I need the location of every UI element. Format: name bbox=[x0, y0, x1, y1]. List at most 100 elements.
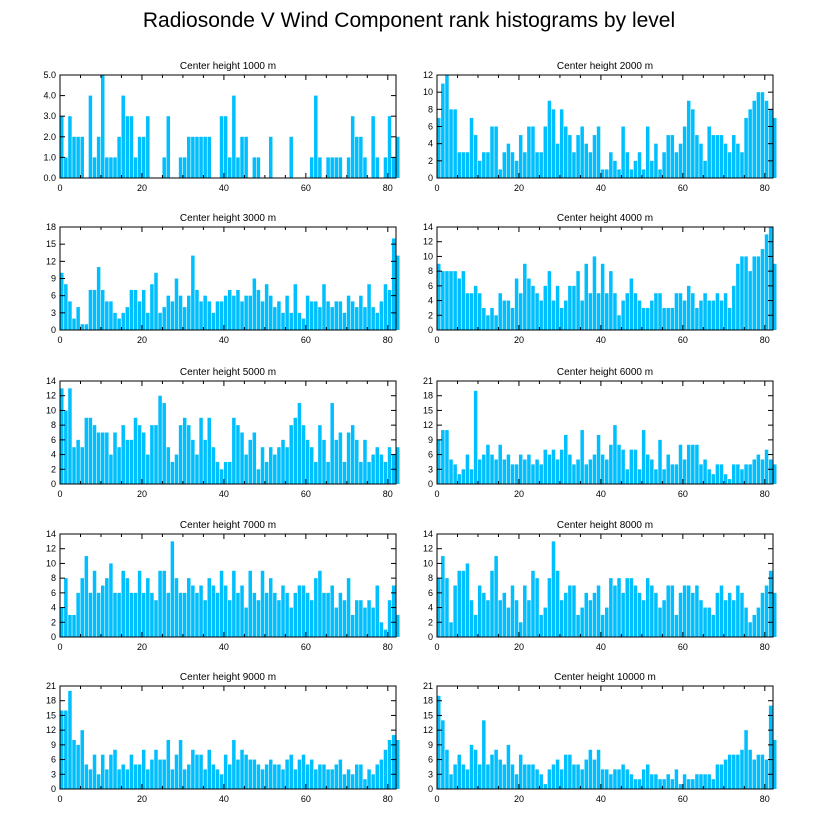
bar bbox=[100, 75, 105, 178]
y-tick-label: 0.0 bbox=[43, 173, 56, 183]
x-tick-label: 60 bbox=[678, 794, 688, 804]
bar bbox=[211, 585, 216, 637]
y-tick-label: 4 bbox=[428, 296, 433, 306]
bar bbox=[359, 600, 363, 637]
bar bbox=[166, 739, 171, 789]
bar bbox=[387, 600, 392, 637]
bar bbox=[539, 774, 543, 789]
bar bbox=[141, 136, 146, 178]
bar bbox=[461, 152, 466, 178]
bar bbox=[527, 764, 531, 789]
bar bbox=[605, 169, 609, 178]
bar bbox=[518, 293, 523, 330]
bar bbox=[613, 160, 617, 178]
y-tick-label: 6 bbox=[428, 588, 433, 598]
bar bbox=[543, 784, 548, 789]
bar bbox=[572, 764, 576, 789]
y-tick-label: 8 bbox=[51, 573, 56, 583]
bar bbox=[88, 769, 93, 789]
bar bbox=[760, 754, 765, 789]
bar bbox=[256, 289, 261, 330]
bar bbox=[96, 267, 101, 330]
bar bbox=[137, 570, 142, 637]
bar bbox=[584, 263, 589, 330]
bar bbox=[633, 779, 638, 789]
bar bbox=[740, 749, 744, 789]
bar bbox=[650, 160, 654, 178]
bar bbox=[727, 479, 732, 484]
x-tick-label: 20 bbox=[137, 183, 147, 193]
bar bbox=[334, 607, 339, 637]
bar bbox=[248, 439, 252, 484]
bar bbox=[137, 764, 142, 789]
bar bbox=[277, 764, 281, 789]
bar bbox=[64, 710, 68, 789]
bar bbox=[764, 759, 769, 789]
bar bbox=[744, 117, 748, 178]
bar bbox=[199, 301, 203, 330]
bar bbox=[740, 256, 744, 330]
bar bbox=[100, 754, 105, 789]
bar bbox=[637, 300, 642, 330]
bar bbox=[613, 425, 617, 484]
bar bbox=[64, 284, 68, 330]
bar bbox=[736, 754, 740, 789]
bar bbox=[650, 459, 654, 484]
bar bbox=[707, 126, 711, 178]
bar bbox=[596, 585, 601, 637]
bar bbox=[309, 157, 314, 178]
bar bbox=[203, 295, 207, 330]
bar bbox=[768, 705, 773, 789]
chart-panel-9: Center height 9000 m 0 20 40 60 80 0 3 6 9 12 15 18 2… bbox=[46, 672, 400, 804]
x-tick-label: 0 bbox=[57, 489, 62, 499]
bar bbox=[576, 135, 580, 178]
bar bbox=[178, 739, 183, 789]
bar bbox=[330, 307, 334, 330]
bar bbox=[609, 578, 613, 637]
bar bbox=[346, 578, 351, 637]
bar bbox=[355, 764, 359, 789]
bar bbox=[289, 754, 293, 789]
y-tick-label: 8 bbox=[428, 266, 433, 276]
bar bbox=[207, 301, 212, 330]
bar bbox=[514, 600, 519, 637]
bar bbox=[121, 764, 125, 789]
bar bbox=[109, 301, 113, 330]
bar bbox=[297, 312, 302, 330]
bar bbox=[379, 759, 384, 789]
bar bbox=[363, 779, 367, 789]
bar bbox=[146, 578, 150, 637]
bar bbox=[707, 300, 711, 330]
bar bbox=[699, 464, 703, 484]
bar bbox=[555, 285, 560, 330]
bar bbox=[564, 754, 568, 789]
bar bbox=[219, 301, 224, 330]
bar bbox=[260, 301, 265, 330]
y-tick-label: 3.0 bbox=[43, 111, 56, 121]
bar bbox=[535, 293, 539, 330]
bar bbox=[252, 432, 257, 484]
bar bbox=[195, 454, 199, 484]
bar bbox=[318, 157, 322, 178]
x-tick-label: 0 bbox=[434, 794, 439, 804]
bar bbox=[736, 585, 740, 637]
bar bbox=[68, 388, 72, 484]
bar bbox=[318, 307, 322, 330]
bar bbox=[666, 454, 670, 484]
bar bbox=[100, 289, 105, 330]
bar bbox=[396, 255, 400, 330]
bar bbox=[326, 301, 330, 330]
x-tick-label: 80 bbox=[383, 183, 393, 193]
bar bbox=[133, 289, 138, 330]
bar bbox=[318, 764, 322, 789]
y-tick-label: 12 bbox=[423, 237, 433, 247]
page-title: Radiosonde V Wind Component rank histogr… bbox=[142, 9, 676, 32]
bar bbox=[162, 307, 166, 330]
bar bbox=[633, 585, 638, 637]
y-tick-label: 0 bbox=[428, 784, 433, 794]
bar bbox=[195, 754, 199, 789]
bar bbox=[535, 459, 539, 484]
bar bbox=[305, 439, 310, 484]
bar bbox=[719, 135, 724, 178]
